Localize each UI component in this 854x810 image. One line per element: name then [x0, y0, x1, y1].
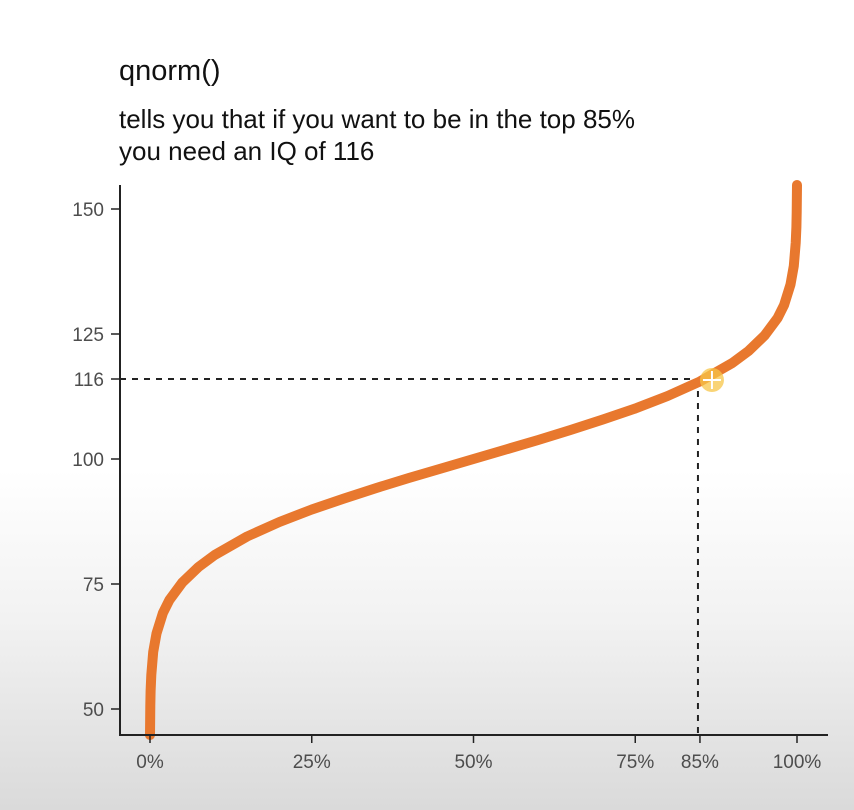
- x-tick-label: 25%: [293, 752, 331, 773]
- y-tick-label: 50: [83, 700, 104, 721]
- x-tick-label: 100%: [773, 752, 822, 773]
- slide-subtitle: tells you that if you want to be in the …: [119, 103, 819, 167]
- y-tick-label: 75: [83, 575, 104, 596]
- slide-title: qnorm(): [119, 55, 221, 87]
- x-tick-label: 50%: [454, 752, 492, 773]
- y-tick-label: 100: [72, 450, 104, 471]
- curve-layer: [145, 180, 802, 740]
- y-tick-label: 125: [72, 325, 104, 346]
- y-tick-label: 150: [72, 200, 104, 221]
- reference-lines: [120, 378, 712, 735]
- x-tick-label: 75%: [616, 752, 654, 773]
- qnorm-curve: [145, 180, 802, 740]
- highlight-layer: [699, 368, 724, 392]
- y-ticks: 50 75 100 116 125 150: [72, 200, 120, 721]
- x-ticks: 0% 25% 50% 75% 85% 100%: [136, 735, 821, 773]
- x-tick-label: 0%: [136, 752, 164, 773]
- subtitle-line-2: you need an IQ of 116: [119, 136, 375, 166]
- y-tick-label: 116: [74, 370, 104, 391]
- x-tick-label: 85%: [681, 752, 719, 773]
- subtitle-line-1: tells you that if you want to be in the …: [119, 104, 635, 134]
